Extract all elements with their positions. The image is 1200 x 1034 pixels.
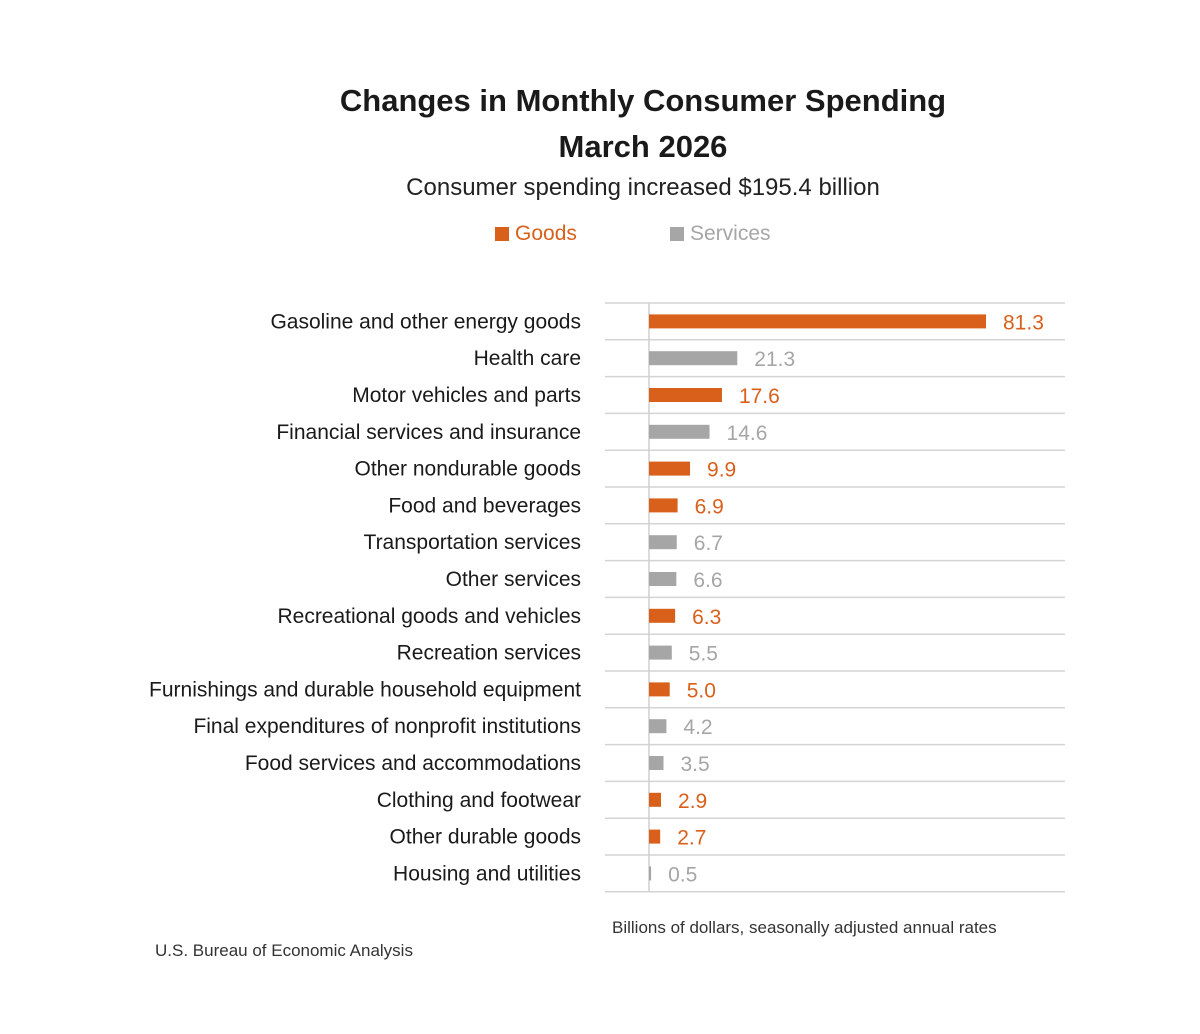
legend-label-goods: Goods: [515, 222, 577, 245]
bar: [649, 608, 676, 623]
chart-title-line-2: March 2026: [558, 129, 728, 164]
x-axis-label: Billions of dollars, seasonally adjusted…: [612, 918, 997, 937]
bar: [649, 829, 661, 844]
bar: [649, 314, 986, 329]
category-label: Furnishings and durable household equipm…: [149, 678, 581, 701]
bar: [649, 461, 691, 476]
data-label: 17.6: [739, 385, 780, 408]
bar: [649, 719, 667, 734]
category-label: Gasoline and other energy goods: [270, 310, 581, 333]
chart-title: Changes in Monthly Consumer Spending Mar…: [0, 78, 1200, 170]
bar: [649, 866, 652, 881]
legend-swatch-goods: [495, 227, 509, 241]
bar: [649, 756, 664, 770]
category-label: Other services: [446, 568, 581, 591]
data-label: 0.5: [668, 863, 697, 886]
bar: [649, 498, 678, 513]
legend-item-goods: Goods: [495, 222, 577, 246]
data-label: 6.9: [695, 495, 724, 518]
bar: [649, 388, 722, 402]
data-label: 2.7: [677, 827, 706, 850]
chart-subtitle: Consumer spending increased $195.4 billi…: [406, 174, 880, 201]
bar: [649, 572, 677, 586]
category-label: Transportation services: [364, 531, 581, 554]
category-label: Final expenditures of nonprofit institut…: [193, 715, 581, 738]
bar: [649, 682, 670, 697]
bar: [649, 351, 738, 366]
category-label: Food and beverages: [388, 494, 581, 517]
data-label: 9.9: [707, 459, 736, 482]
bar: [649, 792, 662, 807]
data-label: 21.3: [754, 348, 795, 371]
data-label: 4.2: [683, 716, 712, 739]
data-label: 6.6: [693, 569, 722, 592]
category-label: Clothing and footwear: [377, 789, 581, 812]
category-label: Other durable goods: [390, 826, 581, 849]
data-label: 14.6: [727, 422, 768, 445]
data-label: 3.5: [681, 753, 710, 776]
bar: [649, 424, 710, 439]
legend-swatch-services: [670, 227, 684, 241]
legend-label-services: Services: [690, 222, 771, 245]
category-label: Financial services and insurance: [276, 421, 581, 444]
category-label: Food services and accommodations: [245, 752, 581, 775]
bar: [649, 645, 672, 660]
category-label: Recreational goods and vehicles: [277, 605, 581, 628]
source-note: U.S. Bureau of Economic Analysis: [155, 941, 413, 960]
data-label: 5.0: [687, 679, 716, 702]
legend-item-services: Services: [670, 222, 771, 246]
chart-title-line-1: Changes in Monthly Consumer Spending: [339, 83, 947, 118]
bar: [649, 535, 677, 550]
chart-legend: Goods Services: [0, 222, 1200, 250]
category-label: Motor vehicles and parts: [352, 384, 581, 407]
data-label: 81.3: [1003, 311, 1044, 334]
data-label: 2.9: [678, 790, 707, 813]
data-label: 6.3: [692, 606, 721, 629]
category-label: Housing and utilities: [393, 862, 581, 885]
data-label: 6.7: [694, 532, 723, 555]
data-label: 5.5: [689, 643, 718, 666]
category-label: Recreation services: [397, 642, 581, 665]
category-label: Other nondurable goods: [355, 458, 582, 481]
category-label: Health care: [474, 347, 581, 370]
